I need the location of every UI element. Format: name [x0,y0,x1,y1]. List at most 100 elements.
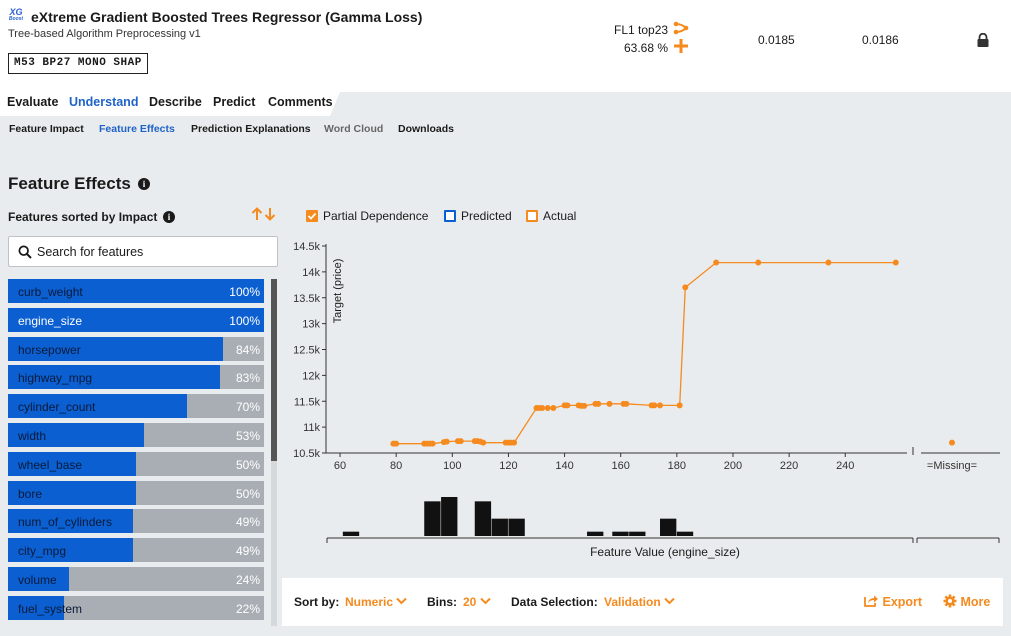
feature-list-item[interactable]: cylinder_count 70% [8,394,264,419]
feature-name: cylinder_count [18,400,96,415]
feature-impact-value: 49% [235,515,260,530]
y-tick-label: 13k [302,319,320,331]
partial-dependence-point [393,440,400,447]
checkbox-unchecked-icon[interactable] [444,210,456,222]
feature-impact-bar [8,279,264,303]
partial-dependence-point [550,404,557,411]
checkbox-unchecked-icon[interactable] [526,210,538,222]
feature-list: curb_weight 100% engine_size 100% horsepower… [8,279,264,626]
sample-percentage: 63.68 % [624,41,669,55]
tab-predict[interactable]: Predict [213,95,256,109]
feature-name: highway_mpg [18,371,93,386]
scroll-thumb[interactable] [271,279,277,461]
logo-sub: Boost [8,16,24,22]
feature-list-item[interactable]: wheel_base 50% [8,451,264,476]
logo-text: XG [9,7,23,17]
feature-impact-bar [8,595,65,620]
model-blueprint-tag[interactable]: M53 BP27 MONO SHAP [8,53,148,74]
bins-dropdown[interactable]: 20 [463,595,491,609]
export-button[interactable]: Export [864,594,922,609]
subtab-prediction-explanations[interactable]: Prediction Explanations [191,123,311,135]
feature-list-item[interactable]: horsepower 84% [8,336,264,361]
y-tick-label: 14.5k [293,241,320,253]
feature-list-label[interactable]: FL1 top23 [614,23,669,37]
checkbox-checked-icon[interactable] [306,210,318,222]
lock-icon [976,32,990,47]
model-subtitle: Tree-based Algorithm Preprocessing v1 [8,28,201,40]
feature-list-item[interactable]: fuel_system 22% [8,595,264,620]
tab-evaluate[interactable]: Evaluate [7,95,59,109]
feature-impact-value: 50% [235,486,260,501]
subtab-feature-impact[interactable]: Feature Impact [9,123,84,135]
x-tick-label: 100 [443,460,461,472]
feature-list-item[interactable]: city_mpg 49% [8,538,264,563]
fork-icon[interactable] [673,21,689,38]
x-tick-label: 60 [334,460,346,472]
sort-by-dropdown[interactable]: Numeric [345,595,408,609]
feature-list-item[interactable]: bore 50% [8,480,264,505]
feature-list-item[interactable]: num_of_cylinders 49% [8,509,264,534]
feature-name: bore [18,486,43,501]
partial-dependence-point [657,402,664,409]
x-tick-label: 220 [780,460,798,472]
tab-understand[interactable]: Understand [69,95,139,109]
histogram-bar [660,518,677,536]
partial-dependence-point [544,404,551,411]
partial-dependence-point [429,440,436,447]
partial-dependence-point [676,402,683,409]
model-title: eXtreme Gradient Boosted Trees Regressor… [31,9,423,25]
feature-list-item[interactable]: width 53% [8,423,264,447]
partial-dependence-point [755,259,762,266]
partial-dependence-point [892,259,899,266]
feature-impact-bar [8,567,70,591]
legend-predicted[interactable]: Predicted [444,209,512,223]
export-icon [864,595,878,607]
plus-icon[interactable] [674,37,688,58]
subtab-downloads[interactable]: Downloads [398,123,455,135]
subtab-word-cloud[interactable]: Word Cloud [324,123,384,135]
feature-impact-value: 83% [235,371,260,386]
gear-icon [943,594,957,608]
data-selection-dropdown[interactable]: Validation [604,595,675,609]
y-tick-label: 14k [302,267,320,279]
feature-list-scrollbar[interactable] [271,279,277,626]
search-input[interactable] [37,243,267,261]
legend-partial-dependence[interactable]: Partial Dependence [306,209,428,223]
page-title: Feature Effects [8,174,131,193]
feature-list-item[interactable]: volume 24% [8,567,264,591]
y-axis-label: Target (price) [332,259,344,324]
sort-order-icon[interactable] [251,207,277,224]
histogram-bar [612,531,629,536]
y-tick-label: 11k [303,422,320,434]
bins-value: 20 [463,595,477,609]
y-tick-label: 13.5k [293,293,320,305]
more-button[interactable]: More [943,594,990,609]
feature-impact-bar [8,509,134,534]
legend-actual[interactable]: Actual [526,209,576,223]
tab-describe[interactable]: Describe [149,95,202,109]
feature-impact-value: 49% [235,544,260,559]
feature-impact-value: 53% [235,429,260,443]
sort-by-label: Sort by: [294,595,340,609]
x-tick-label: 180 [668,460,686,472]
sort-info-icon[interactable]: i [163,211,175,223]
missing-tick-label: =Missing= [927,460,977,472]
cross-validation-score: 0.0186 [862,33,899,47]
partial-dependence-point [564,402,571,409]
bins-label: Bins: [427,595,457,609]
info-icon[interactable]: i [138,178,150,190]
more-label: More [960,595,991,609]
search-field [8,236,278,267]
subtab-feature-effects[interactable]: Feature Effects [99,123,175,135]
tab-comments[interactable]: Comments [268,95,333,109]
feature-list-item[interactable]: highway_mpg 83% [8,365,264,390]
data-selection-value: Validation [604,595,661,609]
histogram-bar [508,518,525,536]
feature-list-item[interactable]: engine_size 100% [8,307,264,332]
sub-tabs: Feature Impact Feature Effects Predictio… [0,123,480,139]
feature-name: engine_size [18,313,83,328]
partial-dependence-point [682,284,689,291]
feature-list-item[interactable]: curb_weight 100% [8,279,264,303]
feature-effects-chart: 10.5k 11k 11.5k 12k 12.5k 13k 13.5k 14k 14.5k 60… [293,241,1000,559]
legend-actual-label: Actual [543,209,577,223]
